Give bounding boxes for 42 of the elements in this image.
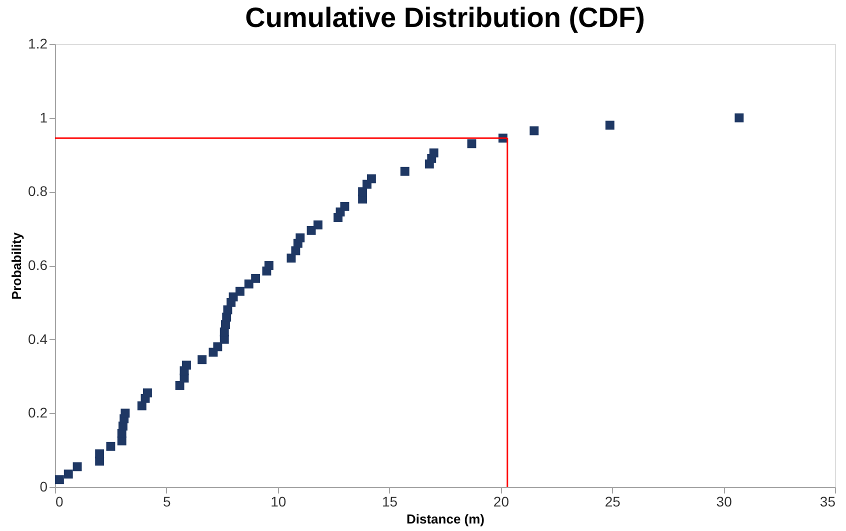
- x-tick-label: 0: [56, 494, 64, 510]
- x-tick-label: 10: [270, 494, 286, 510]
- point: [605, 120, 614, 130]
- y-tick-label: 0: [40, 478, 48, 494]
- y-axis-title: Probability: [9, 232, 24, 300]
- point: [400, 166, 410, 176]
- point: [54, 475, 64, 484]
- x-tick-label: 15: [382, 494, 398, 510]
- point: [467, 139, 476, 148]
- y-tick-label: 1.2: [28, 36, 48, 52]
- point: [106, 442, 116, 451]
- point: [530, 126, 539, 136]
- point: [72, 462, 82, 472]
- y-tick-label: 1: [40, 109, 48, 126]
- x-tick-label: 35: [820, 494, 836, 510]
- x-tick-label: 20: [493, 494, 510, 510]
- y-tick-label: 0.2: [28, 404, 48, 421]
- point: [95, 449, 104, 458]
- point: [143, 388, 152, 398]
- point: [314, 220, 322, 230]
- point: [734, 113, 744, 122]
- point: [251, 274, 260, 283]
- point: [429, 148, 438, 158]
- x-tick-label: 5: [163, 494, 172, 510]
- x-axis-title: Distance (m): [406, 512, 485, 526]
- point: [296, 233, 305, 242]
- point: [213, 342, 222, 352]
- x-tick-label: 30: [716, 494, 732, 510]
- point: [198, 355, 207, 364]
- chart-title: Cumulative Distribution (CDF): [245, 2, 645, 33]
- x-tick-label: 25: [604, 494, 621, 510]
- point: [366, 174, 376, 184]
- point: [182, 360, 191, 370]
- point: [264, 261, 274, 270]
- point: [64, 470, 73, 479]
- point: [236, 286, 244, 296]
- point: [340, 202, 350, 211]
- y-tick-label: 0.4: [28, 330, 48, 347]
- y-tick-label: 0.6: [28, 257, 48, 273]
- y-tick-label: 0.8: [28, 183, 48, 200]
- point: [120, 408, 130, 418]
- point: [175, 381, 184, 390]
